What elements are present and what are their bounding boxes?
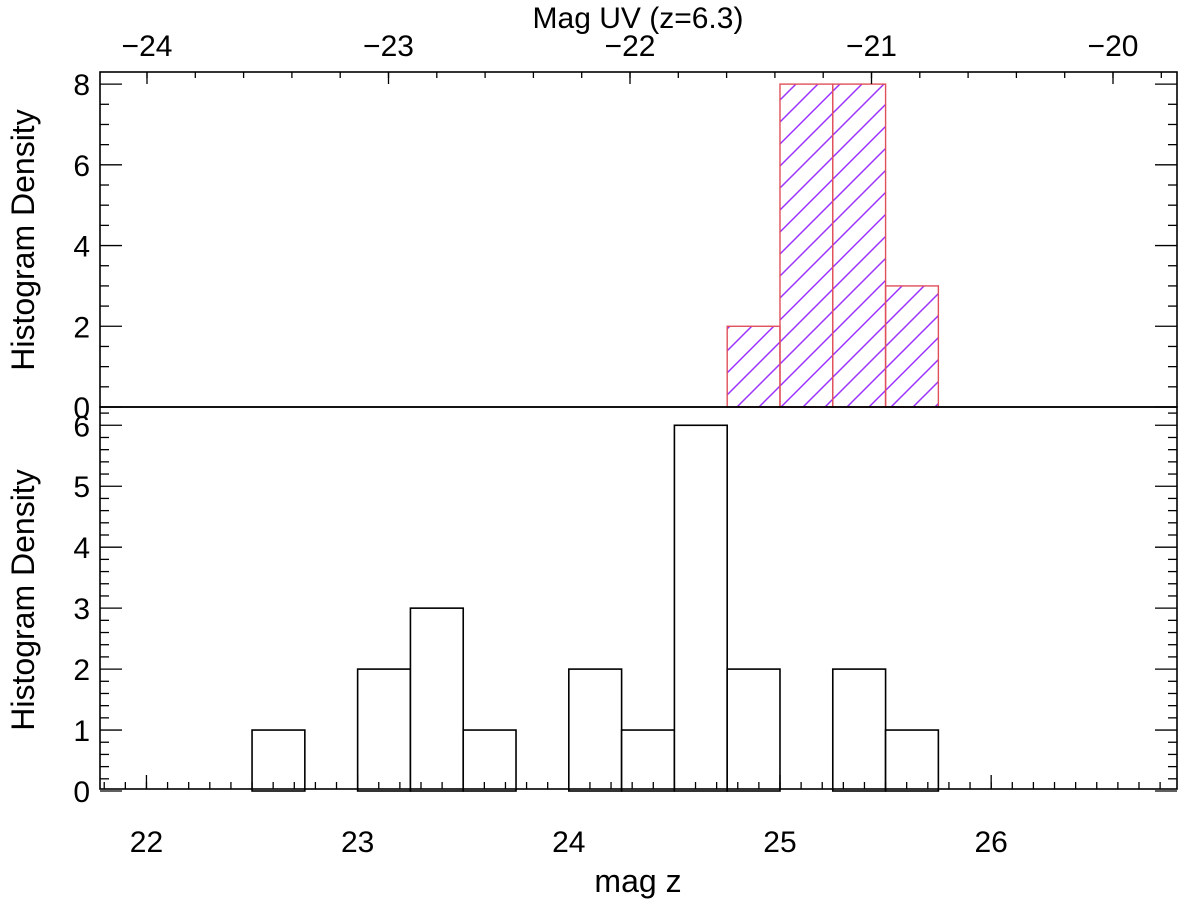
top-bar-3 [884, 285, 940, 408]
bottom-x-tick-label: 24 [552, 826, 585, 859]
top-x-tick-label: −20 [1088, 30, 1139, 63]
bottom-bar-6 [673, 424, 728, 792]
top-y-tick-label: 4 [73, 231, 90, 264]
top-panel: −24 −23 −22 −21 −20 0 2 4 6 8 Mag UV (z=6.3) Hist… [5, 2, 1178, 425]
bottom-panel-frame [99, 406, 1178, 790]
top-y-tick-label: 2 [73, 311, 90, 344]
bottom-panel-xlabel: mag z [594, 863, 681, 899]
top-y-tick-label: 8 [73, 69, 90, 102]
top-axis-title: Mag UV (z=6.3) [533, 2, 744, 35]
bottom-panel-ylabel: Histogram Density [5, 469, 41, 730]
bottom-bar-4 [568, 668, 623, 792]
top-x-tick-label: −24 [122, 30, 173, 63]
bottom-x-tick-label: 22 [130, 826, 163, 859]
bottom-bar-0 [251, 729, 306, 792]
bottom-bar-8 [831, 668, 887, 792]
top-panel-ylabel: Histogram Density [5, 109, 41, 370]
top-x-tick-label: −23 [363, 30, 414, 63]
bottom-x-tick-label: 23 [341, 826, 374, 859]
bottom-bar-9 [884, 729, 940, 792]
top-bar-0 [726, 325, 781, 408]
top-histogram-bars [726, 83, 940, 408]
bottom-bar-2 [409, 607, 465, 792]
bottom-histogram-bars [251, 424, 940, 792]
bottom-x-tick-label: 25 [763, 826, 796, 859]
top-bar-2 [832, 83, 887, 408]
top-bar-1 [779, 83, 834, 408]
bottom-y-tick-label: 1 [73, 715, 90, 748]
top-panel-frame [99, 71, 1178, 408]
bottom-y-tick-label: 3 [73, 593, 90, 626]
bottom-bar-5 [620, 729, 676, 792]
bottom-bar-1 [356, 668, 412, 792]
bottom-y-tick-label: 0 [73, 776, 90, 809]
bottom-x-tick-label: 26 [974, 826, 1007, 859]
bottom-bar-3 [462, 729, 517, 792]
top-x-tick-label: −22 [605, 30, 656, 63]
top-panel-ticks: −24 −23 −22 −21 −20 0 2 4 6 8 [73, 30, 1177, 425]
top-y-tick-label: 0 [73, 392, 90, 425]
bottom-bar-7 [726, 668, 781, 792]
bottom-y-tick-label: 6 [73, 410, 90, 443]
top-x-tick-label: −21 [846, 30, 897, 63]
top-y-tick-label: 6 [73, 150, 90, 183]
bottom-y-tick-label: 5 [73, 471, 90, 504]
bottom-y-tick-label: 4 [73, 532, 90, 565]
bottom-y-tick-label: 2 [73, 654, 90, 687]
